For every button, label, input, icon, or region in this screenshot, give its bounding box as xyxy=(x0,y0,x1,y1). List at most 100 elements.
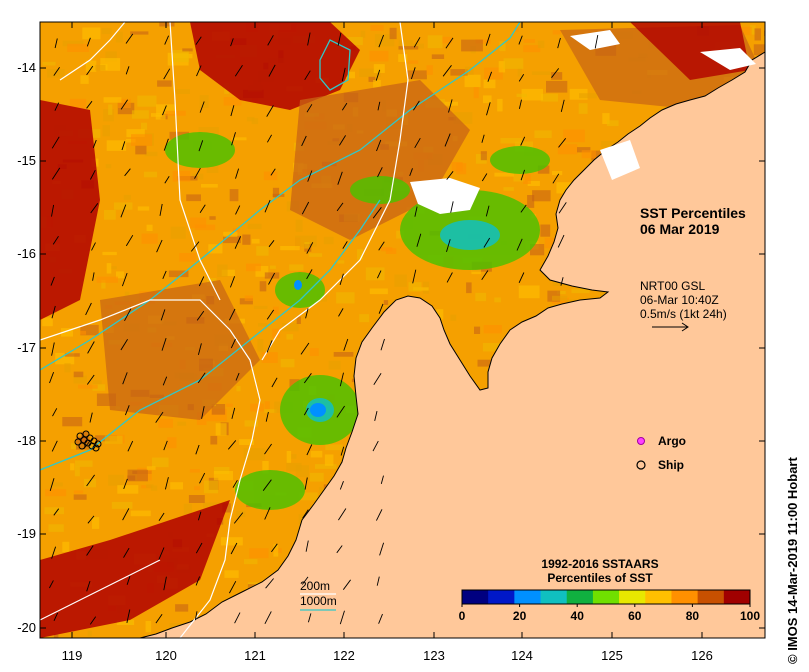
wind-arrow xyxy=(190,241,200,252)
wind-time-label: 06-Mar 10:40Z xyxy=(640,293,719,307)
wind-arrow xyxy=(265,411,269,422)
wind-arrow xyxy=(92,272,95,281)
colorbar-swatch xyxy=(619,590,646,604)
wind-arrow xyxy=(232,479,238,488)
wind-arrow xyxy=(53,612,59,621)
warm-anomaly-region xyxy=(100,280,260,420)
wind-arrow xyxy=(266,105,274,117)
wind-arrow xyxy=(445,37,454,49)
wind-arrow xyxy=(448,99,453,113)
wind-arrow xyxy=(86,37,91,47)
wind-arrow xyxy=(337,32,342,46)
colorbar xyxy=(461,589,751,605)
wind-arrow xyxy=(450,201,454,213)
wind-arrow xyxy=(483,237,491,248)
map-date: 06 Mar 2019 xyxy=(640,221,720,237)
colorbar-tick-label: 0 xyxy=(459,609,466,623)
wind-arrow xyxy=(307,170,313,182)
wind-arrow xyxy=(268,240,275,248)
colorbar-swatch xyxy=(697,590,725,604)
lon-tick-label: 119 xyxy=(62,648,83,663)
colorbar-tick-label: 80 xyxy=(686,609,700,623)
contour-1000m xyxy=(40,299,261,638)
wind-arrow xyxy=(235,372,240,381)
wind-arrow xyxy=(121,272,128,287)
wind-arrow xyxy=(378,34,385,48)
colorbar-swatch xyxy=(540,590,568,604)
wind-arrow xyxy=(51,305,56,319)
wind-arrow xyxy=(302,509,309,519)
wind-arrow xyxy=(552,173,560,184)
wind-arrow xyxy=(163,68,171,80)
wind-arrow xyxy=(485,33,491,46)
wind-arrow xyxy=(51,546,57,559)
wind-arrow xyxy=(90,203,99,214)
colorbar-swatch xyxy=(671,590,699,604)
wind-arrow xyxy=(50,276,55,286)
credit-label: © IMOS 14-Mar-2019 11:00 Hobart xyxy=(785,457,800,664)
wind-arrow xyxy=(560,277,564,286)
wind-arrow xyxy=(53,508,60,516)
wind-arrow xyxy=(301,576,309,585)
map-title: SST Percentiles xyxy=(640,205,746,221)
wind-arrow xyxy=(303,407,309,416)
wind-arrow xyxy=(158,547,165,560)
wind-arrow xyxy=(125,234,134,247)
wind-arrow xyxy=(376,270,382,279)
wind-arrow xyxy=(194,167,201,179)
wind-arrow xyxy=(306,104,313,113)
wind-arrow xyxy=(197,511,202,521)
colorbar-tick-label: 20 xyxy=(513,609,527,623)
wind-arrow xyxy=(197,343,202,356)
contour-200m xyxy=(40,22,521,371)
wind-arrow xyxy=(376,576,380,586)
wind-arrow xyxy=(304,70,311,81)
wind-arrow xyxy=(373,372,382,386)
wind-arrow xyxy=(53,67,60,76)
wind-arrow xyxy=(413,100,420,111)
wind-arrow xyxy=(268,272,275,285)
wind-arrow xyxy=(92,139,97,148)
wind-arrow xyxy=(86,580,91,592)
wind-arrow xyxy=(195,576,201,586)
wind-arrow xyxy=(123,478,128,490)
wind-arrow xyxy=(339,135,346,146)
wind-arrow xyxy=(520,136,526,146)
wind-arrow xyxy=(199,101,205,113)
wind-arrow xyxy=(301,135,307,147)
wind-arrow xyxy=(234,612,241,624)
wind-arrow xyxy=(378,613,383,624)
wind-arrow xyxy=(198,140,204,152)
wind-arrow xyxy=(336,202,344,212)
wind-arrow xyxy=(375,69,381,81)
wind-arrow xyxy=(123,547,130,558)
wind-arrow xyxy=(51,204,55,217)
wind-arrow xyxy=(594,35,599,49)
wind-arrow xyxy=(267,134,272,143)
wind-arrow xyxy=(230,338,236,349)
lat-tick-label: -15 xyxy=(17,153,36,168)
wind-arrow xyxy=(234,65,243,77)
wind-arrow xyxy=(264,199,271,213)
wind-arrow xyxy=(197,372,206,384)
wind-arrow xyxy=(125,33,134,44)
lon-tick-label: 120 xyxy=(155,648,177,663)
colorbar-swatch xyxy=(723,590,751,604)
colorbar-swatch xyxy=(566,590,594,604)
no-data-cloud xyxy=(410,30,756,214)
wind-arrow xyxy=(446,239,451,253)
wind-arrow xyxy=(162,105,167,116)
wind-arrow xyxy=(306,269,313,280)
wind-arrow xyxy=(159,203,163,216)
wind-arrow xyxy=(199,472,206,484)
wind-arrow xyxy=(271,377,278,388)
wind-scale-label: 0.5m/s (1kt 24h) xyxy=(640,307,727,321)
wind-arrow xyxy=(158,512,165,521)
wind-arrow xyxy=(231,407,236,419)
wind-arrow xyxy=(485,205,490,217)
lon-tick-label: 124 xyxy=(511,648,533,663)
wind-arrow xyxy=(377,167,383,178)
wind-arrow xyxy=(264,443,272,455)
wind-arrow xyxy=(341,67,346,82)
wind-arrow xyxy=(339,273,344,286)
